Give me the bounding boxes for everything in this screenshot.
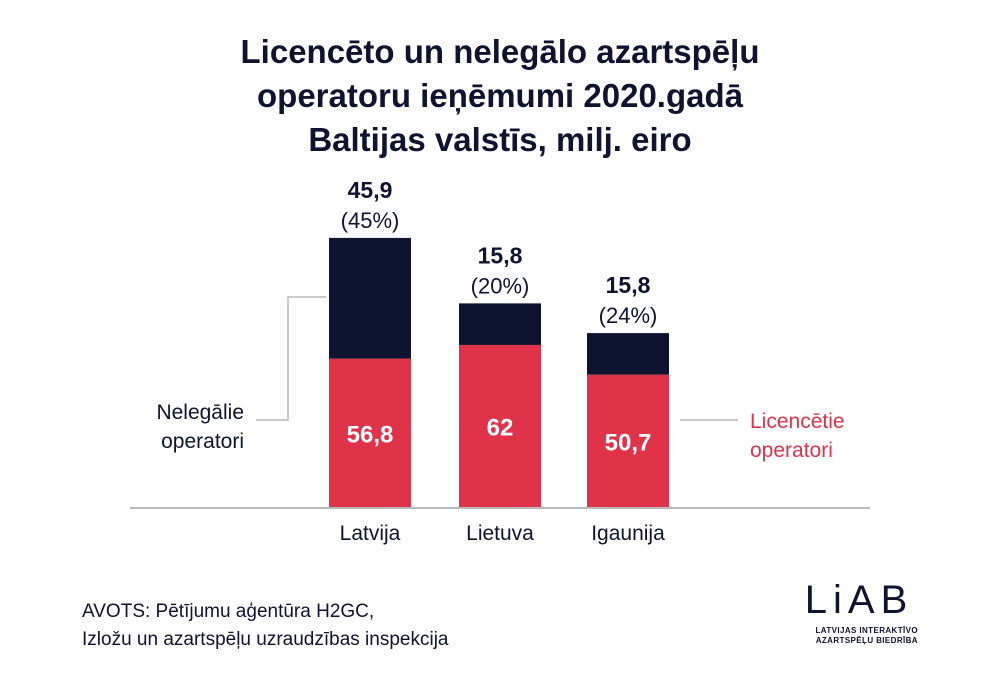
- bar-licensed-0: [329, 358, 411, 508]
- label-licensed-1: 62: [487, 414, 514, 441]
- legend-illegal-line-1: Nelegālie: [156, 401, 244, 424]
- source-note: AVOTS: Pētījumu aģentūra H2GC, Izložu un…: [82, 598, 448, 654]
- source-line-1: AVOTS: Pētījumu aģentūra H2GC,: [82, 601, 375, 622]
- category-label-0: Latvija: [340, 522, 401, 545]
- label-licensed-2: 50,7: [605, 429, 652, 456]
- chart-title: Licencēto un nelegālo azartspēļu operato…: [0, 30, 1000, 162]
- bar-licensed-2: [587, 374, 669, 508]
- bar-illegal-2: [587, 333, 669, 375]
- title-line-1: Licencēto un nelegālo azartspēļu: [240, 33, 760, 70]
- logo-text: LiAB: [804, 578, 914, 622]
- label-illegal-1: 15,8: [478, 242, 523, 268]
- logo-subline-2: AZARTSPĒĻU BIEDRĪBA: [815, 636, 918, 645]
- liab-logo: LiAB LATVIJAS INTERAKTĪVO AZARTSPĒĻU BIE…: [800, 578, 918, 646]
- bars-layer: [329, 237, 669, 508]
- title-line-2: operatoru ieņēmumi 2020.gadā: [257, 77, 743, 114]
- bar-illegal-1: [459, 303, 541, 345]
- label-licensed-0: 56,8: [347, 421, 394, 448]
- bar-illegal-0: [329, 237, 411, 359]
- legend: Nelegālie operatori Licencētie operatori: [156, 296, 845, 462]
- logo-subline-1: LATVIJAS INTERAKTĪVO: [815, 626, 918, 635]
- label-illegal-2: 15,8: [606, 272, 651, 298]
- source-line-2: Izložu un azartspēļu uzraudzības inspekc…: [82, 629, 449, 650]
- label-illegal-0: 45,9: [348, 177, 393, 203]
- label-illegal-share-2: (24%): [599, 303, 658, 328]
- illegal-legend-leader-line: [256, 296, 326, 421]
- labels-layer: 56,8 45,9 (45%) Latvija 62 15,8 (20%) Lietuva 50…: [340, 177, 665, 545]
- category-label-2: Igaunija: [591, 522, 665, 545]
- category-label-1: Lietuva: [466, 522, 534, 545]
- legend-licensed-line-1: Licencētie: [750, 410, 845, 433]
- label-illegal-share-0: (45%): [341, 208, 400, 233]
- legend-illegal-line-2: operatori: [161, 430, 244, 453]
- title-line-3: Baltijas valstīs, milj. eiro: [308, 121, 692, 158]
- bar-licensed-1: [459, 344, 541, 508]
- legend-licensed-line-2: operatori: [750, 439, 833, 462]
- label-illegal-share-1: (20%): [471, 273, 530, 298]
